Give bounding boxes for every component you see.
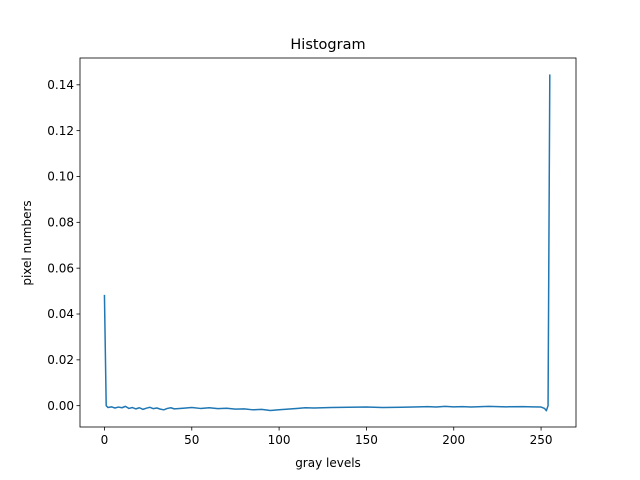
y-tick-label: 0.14: [47, 78, 74, 92]
x-tick-label: 100: [268, 433, 291, 447]
axes-frame: [79, 57, 577, 428]
plot-area: 0 50 100 150 200 250 0.00 0.02 0.04 0.06 0.08 0.10 0…: [47, 57, 577, 447]
y-tick-label: 0.00: [47, 399, 74, 413]
x-tick-label: 150: [355, 433, 378, 447]
x-axis-label: gray levels: [295, 456, 361, 470]
y-tick-label: 0.04: [47, 307, 74, 321]
x-tick-label: 250: [530, 433, 553, 447]
x-tick-label: 200: [442, 433, 465, 447]
y-tick-label: 0.06: [47, 261, 74, 275]
y-tick-label: 0.10: [47, 170, 74, 184]
series-line-0: [103, 74, 551, 412]
chart-title: Histogram: [290, 37, 365, 53]
x-tick-label: 0: [101, 433, 109, 447]
y-tick-label: 0.08: [47, 216, 74, 230]
y-tick-label: 0.02: [47, 353, 74, 367]
y-tick-label: 0.12: [47, 124, 74, 138]
x-tick-label: 50: [184, 433, 199, 447]
y-axis-label: pixel numbers: [20, 200, 34, 285]
